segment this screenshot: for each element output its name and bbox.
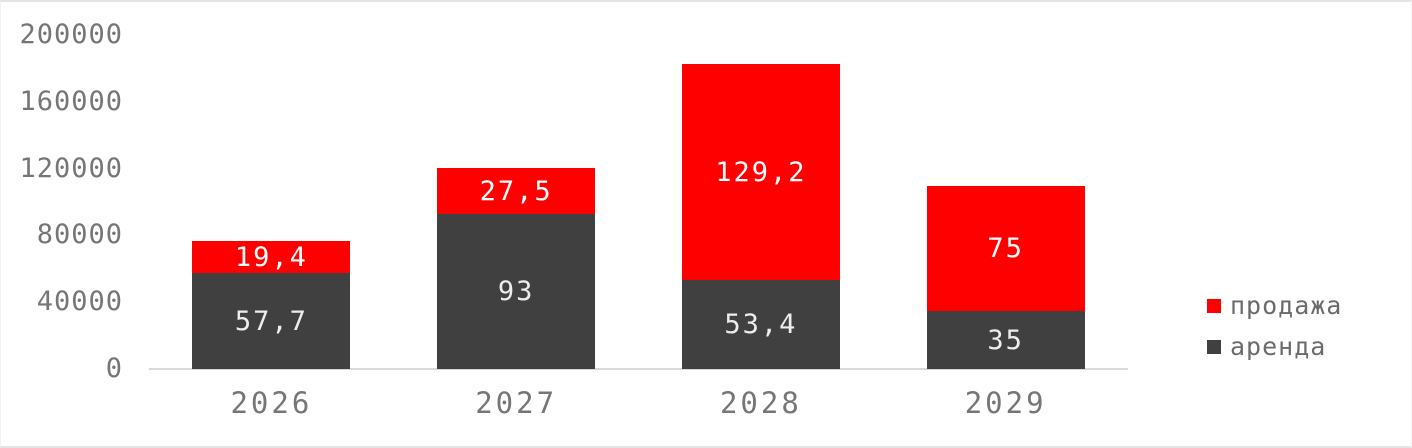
bar-value-label: 129,2: [715, 156, 807, 188]
stacked-bar[interactable]: 75 35: [926, 186, 1085, 369]
x-axis-line: [149, 368, 1128, 370]
legend-label: аренда: [1230, 332, 1327, 361]
bar-segment-аренда[interactable]: 93: [437, 214, 596, 369]
bar-segment-продажа[interactable]: 27,5: [437, 168, 596, 214]
bar-slot: 75 35: [883, 35, 1128, 369]
stacked-bar[interactable]: 129,2 53,4: [681, 64, 840, 369]
x-axis-labels: 2026 2027 2028 2029: [149, 386, 1128, 420]
stacked-bar[interactable]: 19,4 57,7: [192, 241, 351, 369]
bars-container: 19,4 57,7 27,5 93 129,2 53,4 75 35: [149, 35, 1128, 369]
bar-slot: 27,5 93: [394, 35, 639, 369]
bar-segment-продажа[interactable]: 75: [926, 186, 1085, 311]
bar-value-label: 19,4: [234, 241, 308, 273]
x-tick-label: 2026: [230, 386, 313, 420]
legend-item-аренда[interactable]: аренда: [1207, 332, 1342, 361]
bar-value-label: 35: [987, 324, 1024, 356]
y-axis: 200000 160000 120000 80000 40000 0: [1, 2, 123, 446]
legend-item-продажа[interactable]: продажа: [1207, 291, 1342, 320]
y-tick-label: 0: [105, 353, 123, 384]
legend-swatch-icon: [1207, 339, 1221, 354]
y-tick-label: 40000: [36, 286, 123, 317]
bar-value-label: 27,5: [479, 175, 553, 207]
x-tick-label: 2027: [475, 386, 558, 420]
legend-label: продажа: [1230, 291, 1343, 320]
bar-segment-продажа[interactable]: 129,2: [681, 64, 840, 280]
bar-slot: 129,2 53,4: [639, 35, 884, 369]
y-tick-label: 120000: [19, 153, 123, 184]
y-tick-label: 160000: [19, 86, 123, 117]
bar-segment-продажа[interactable]: 19,4: [192, 241, 351, 273]
bar-segment-аренда[interactable]: 57,7: [192, 273, 351, 369]
bar-value-label: 93: [497, 276, 535, 307]
bar-segment-аренда[interactable]: 53,4: [681, 280, 840, 369]
legend-swatch-icon: [1207, 298, 1221, 313]
y-tick-label: 80000: [36, 219, 123, 250]
x-tick-label: 2029: [964, 386, 1047, 420]
bar-value-label: 57,7: [234, 305, 308, 337]
stacked-bar[interactable]: 27,5 93: [437, 168, 596, 369]
x-tick-label: 2028: [719, 386, 802, 420]
bar-value-label: 75: [987, 233, 1024, 264]
legend: продажа аренда: [1207, 291, 1342, 361]
y-tick-label: 200000: [19, 19, 123, 50]
bar-value-label: 53,4: [724, 309, 798, 340]
bar-segment-аренда[interactable]: 35: [926, 311, 1085, 369]
bar-slot: 19,4 57,7: [149, 35, 394, 369]
